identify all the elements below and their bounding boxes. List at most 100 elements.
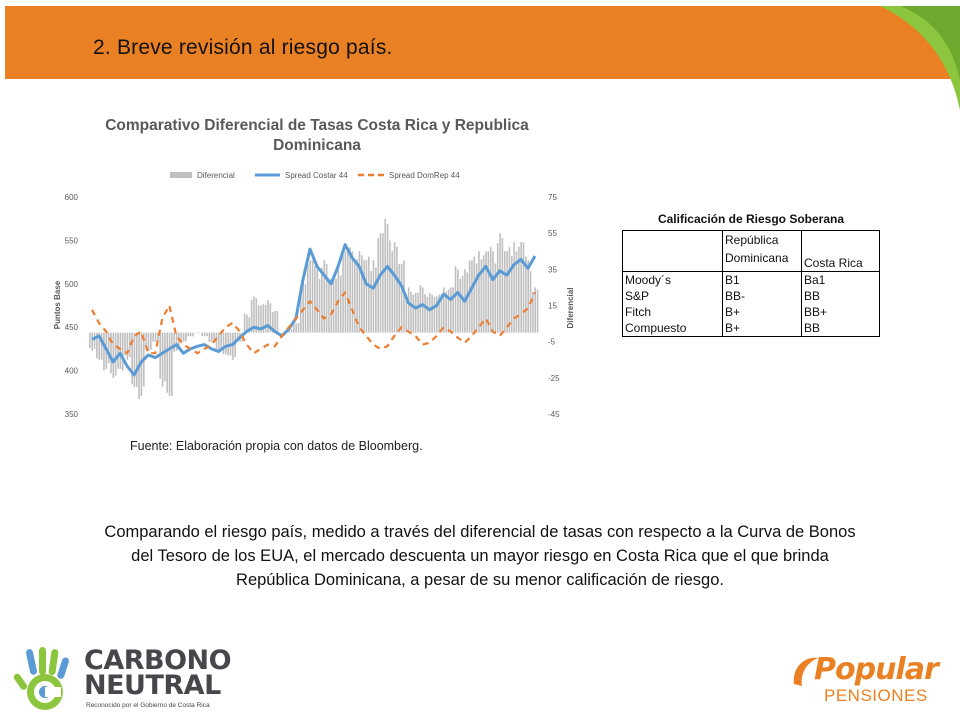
diferencial-bar	[297, 323, 300, 333]
diferencial-bar	[213, 332, 215, 341]
diferencial-bar	[393, 242, 396, 333]
ratings-cell: BB	[801, 320, 880, 337]
diferencial-bar	[269, 303, 272, 333]
diferencial-bar	[234, 332, 237, 358]
diferencial-bar	[164, 332, 166, 382]
y-tick-left: 350	[65, 410, 79, 419]
diferencial-bar	[471, 260, 473, 333]
diferencial-bar	[309, 260, 312, 333]
diferencial-bar	[468, 260, 471, 333]
diferencial-bar	[89, 332, 91, 348]
diferencial-bar	[346, 251, 349, 333]
chart: Comparativo Diferencial de Tasas Costa R…	[50, 100, 585, 430]
y-tick-right: 75	[548, 193, 557, 202]
diferencial-bar	[445, 291, 447, 333]
logo-subtitle: Reconocido por el Gobierno de Costa Rica	[86, 702, 210, 709]
diferencial-bar	[520, 242, 522, 333]
diferencial-bar	[360, 255, 363, 333]
diferencial-bar	[295, 323, 297, 333]
diferencial-bar	[271, 312, 274, 333]
ratings-cell: Compuesto	[622, 320, 723, 337]
diferencial-bar	[311, 260, 314, 333]
diferencial-bar	[503, 251, 506, 333]
diferencial-bar	[274, 310, 276, 333]
diferencial-bar	[290, 329, 293, 333]
ratings-cell: S&P	[622, 288, 723, 304]
diferencial-bar	[527, 260, 529, 333]
series-line-domrep	[91, 291, 537, 355]
ratings-header-agency	[622, 230, 723, 272]
diferencial-bar	[150, 332, 152, 350]
diferencial-bar	[187, 332, 190, 337]
diferencial-bar	[260, 305, 262, 333]
diferencial-bar	[424, 294, 426, 333]
y-tick-right: 15	[548, 302, 557, 311]
diferencial-bar	[217, 332, 220, 351]
logo-text-popular: Popular	[814, 652, 939, 687]
diferencial-bar	[262, 304, 265, 333]
diferencial-bar	[257, 305, 260, 333]
diferencial-bar	[525, 256, 527, 333]
diferencial-bar	[175, 332, 178, 351]
y-tick-left: 450	[65, 323, 79, 332]
diferencial-bar	[351, 251, 354, 333]
diferencial-bar	[414, 292, 417, 333]
ratings-cell: BB-	[722, 288, 802, 304]
diferencial-bar	[513, 242, 515, 333]
y-tick-left: 550	[65, 236, 79, 245]
diferencial-bar	[482, 255, 485, 333]
diferencial-bar	[440, 294, 443, 333]
diferencial-bar	[281, 332, 283, 334]
logo-text-pensiones: PENSIONES	[824, 686, 928, 705]
diferencial-bar	[145, 332, 147, 349]
diferencial-bar	[171, 332, 173, 396]
diferencial-bar	[161, 332, 164, 387]
diferencial-bar	[325, 263, 328, 333]
diferencial-bar	[112, 332, 115, 378]
diferencial-bar	[428, 292, 431, 333]
diferencial-bar	[515, 251, 518, 333]
diferencial-bar	[126, 332, 129, 360]
y-tick-right: 55	[548, 229, 557, 238]
diferencial-bar	[185, 332, 187, 342]
y-tick-right: -45	[548, 410, 560, 419]
diferencial-bar	[382, 233, 384, 333]
diferencial-bar	[379, 233, 382, 333]
diferencial-bar	[487, 251, 490, 333]
diferencial-bar	[173, 332, 176, 352]
diferencial-bars	[89, 218, 539, 400]
diferencial-bar	[332, 275, 335, 333]
slide-title: 2. Breve revisión al riesgo país.	[93, 36, 393, 59]
diferencial-bar	[321, 267, 323, 333]
carbono-neutral-logo: CARBONO NEUTRAL Reconocido por el Gobier…	[14, 645, 232, 715]
diferencial-bar	[438, 294, 440, 333]
diferencial-bar	[192, 332, 194, 337]
diferencial-bar	[454, 266, 457, 333]
diferencial-bar	[208, 332, 211, 343]
ratings-row-moodys: Moody´s B1 Ba1	[622, 271, 880, 288]
diferencial-bar	[450, 287, 452, 333]
diferencial-bar	[194, 332, 197, 334]
diferencial-bar	[189, 332, 192, 337]
y-tick-right: -5	[548, 338, 556, 347]
diferencial-bar	[398, 263, 401, 333]
diferencial-bar	[417, 292, 419, 333]
diferencial-bar	[339, 275, 342, 333]
diferencial-bar	[203, 332, 206, 337]
diferencial-bar	[473, 256, 476, 333]
diferencial-bar	[182, 332, 185, 342]
diferencial-bar	[264, 304, 267, 333]
diferencial-bar	[215, 332, 218, 349]
diferencial-bar	[225, 332, 227, 355]
ratings-cell: B1	[722, 271, 802, 288]
diferencial-bar	[255, 298, 258, 333]
diferencial-bar	[307, 263, 309, 333]
diferencial-bar	[196, 332, 199, 334]
legend-swatch-diferencial	[170, 172, 192, 178]
diferencial-bar	[199, 332, 201, 334]
diferencial-bar	[419, 285, 422, 333]
diferencial-bar	[396, 246, 398, 333]
diferencial-bar	[96, 332, 98, 359]
diferencial-bar	[405, 294, 408, 333]
ratings-header-costa-rica: Costa Rica	[801, 230, 880, 272]
